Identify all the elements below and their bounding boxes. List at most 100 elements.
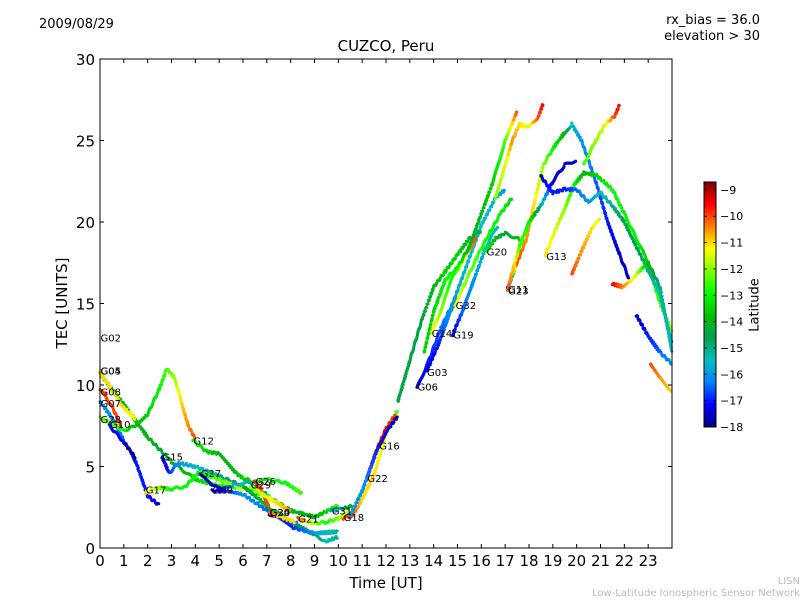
data-point [513,261,517,265]
data-point [613,115,617,119]
data-point [280,515,284,519]
x-tick-label: 12 [376,552,395,570]
data-point [659,290,663,294]
data-point [555,225,559,229]
data-point [206,473,210,477]
data-point [601,202,605,206]
data-point [578,135,582,139]
data-point [463,302,467,306]
data-point [481,221,485,225]
data-point [640,323,645,327]
satellite-label: G06 [418,383,438,394]
data-point [393,413,397,417]
data-point [536,185,540,189]
data-point [437,341,441,345]
data-point [482,206,486,210]
x-tick-label: 5 [214,552,224,570]
data-point [492,200,496,204]
data-point [158,387,162,391]
data-point [533,198,537,202]
colorbar-gradient [703,181,717,428]
series-G04 [98,370,339,520]
data-point [613,207,618,211]
data-point [663,312,667,316]
data-point [660,294,664,298]
y-tick-label: 15 [76,296,95,314]
data-point [562,165,566,169]
data-point [467,246,471,250]
data-point [541,165,545,169]
series-G08 [98,387,123,429]
data-point [495,193,499,197]
series-G29 [248,485,292,514]
data-point [141,478,145,482]
network-name: Low-Latitude Ionospheric Sensor Network [592,588,800,599]
x-tick-label: 17 [496,552,515,570]
data-point [595,183,599,187]
data-point [526,229,531,233]
data-point [501,170,505,174]
satellite-label: G14 [432,329,452,340]
data-point [453,257,457,261]
data-point [497,187,501,191]
data-point [371,476,375,480]
data-point [572,267,577,271]
x-tick-label: 0 [95,552,105,570]
network-abbrev: LISN [777,576,800,587]
data-point [165,465,169,469]
data-point [502,233,506,237]
data-point [488,208,492,212]
series-G19 [451,225,499,338]
data-point [431,356,435,361]
data-point [474,272,478,276]
data-point [161,377,165,381]
data-point [495,225,499,230]
data-point [243,492,247,497]
data-point [133,417,137,421]
x-tick-label: 8 [286,552,296,570]
data-point [446,317,450,321]
data-point [459,280,463,284]
data-point [634,273,638,277]
x-tick-label: 21 [591,552,610,570]
data-point [240,488,244,492]
data-point [541,201,545,205]
data-point [166,368,171,372]
data-point [101,373,105,377]
data-point [267,504,271,508]
data-point [467,259,471,263]
data-point [514,113,518,117]
data-point [603,211,608,215]
data-point [438,338,442,342]
data-point [326,540,330,544]
data-point [381,444,385,448]
data-point [145,433,149,437]
data-point [288,508,292,512]
data-point [375,464,379,468]
data-point [292,521,296,525]
data-point [617,212,621,216]
x-tick-label: 2 [143,552,153,570]
data-point [159,382,163,387]
x-tick-label: 23 [639,552,658,570]
data-point [538,110,542,115]
series-G24 [267,510,296,525]
data-point [477,263,482,267]
data-point [363,483,367,487]
x-tick-label: 4 [191,552,201,570]
colorbar-tick-label: −17 [720,395,743,408]
series-G17 [143,470,244,495]
data-point [333,506,337,510]
colorbar-tick-label: −18 [720,421,743,434]
data-point [169,457,173,462]
x-tick-label: 1 [119,552,129,570]
data-point [477,219,481,223]
satellite-label: G22 [367,474,387,485]
data-point [153,499,157,503]
series-G14b [649,362,673,393]
data-point [577,256,581,261]
satellite-label: G13 [546,252,566,263]
data-point [525,237,529,241]
data-point [149,496,153,500]
